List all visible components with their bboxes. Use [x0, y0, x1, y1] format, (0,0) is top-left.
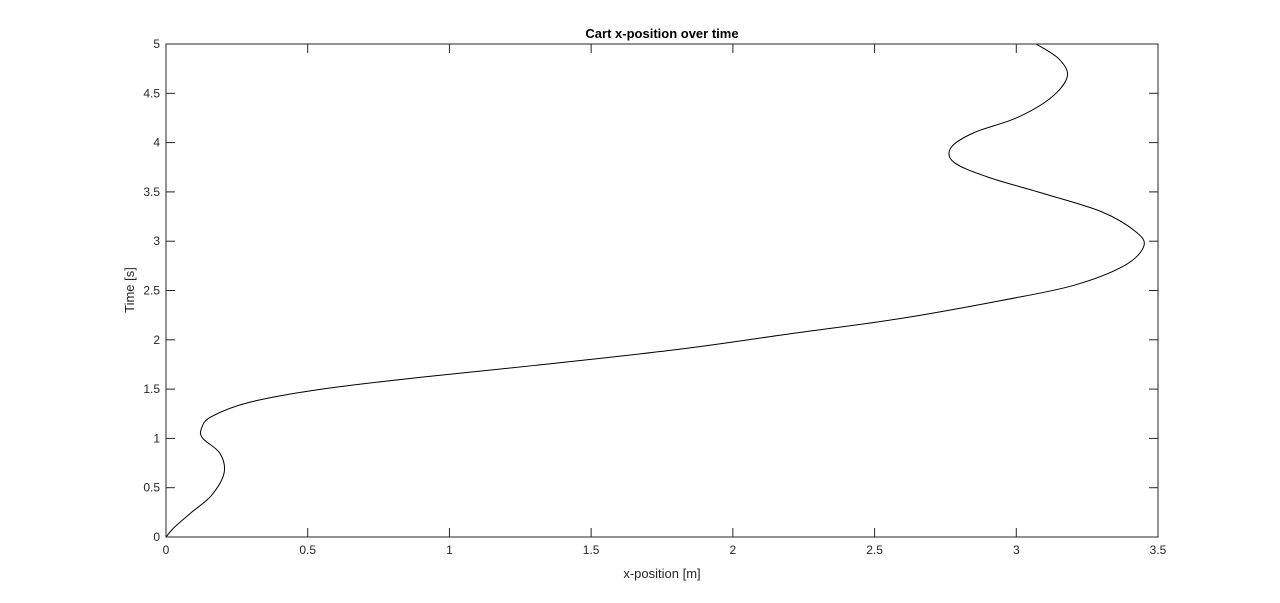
x-tick-label: 0 [163, 543, 170, 557]
x-tick-label: 3 [1013, 543, 1020, 557]
chart-title: Cart x-position over time [585, 26, 738, 41]
y-tick-label: 4.5 [143, 86, 160, 100]
x-tick-label: 2.5 [866, 543, 883, 557]
x-axis-label: x-position [m] [623, 566, 700, 581]
y-axis-label: Time [s] [122, 267, 137, 313]
data-line [165, 43, 1145, 538]
y-tick-label: 4 [153, 136, 160, 150]
y-tick-label: 3 [153, 234, 160, 248]
x-tick-label: 2 [730, 543, 737, 557]
y-tick-label: 0.5 [143, 481, 160, 495]
y-tick-label: 2 [153, 333, 160, 347]
y-tick-label: 0 [153, 530, 160, 544]
x-tick-label: 3.5 [1150, 543, 1167, 557]
x-tick-label: 1.5 [583, 543, 600, 557]
x-tick-label: 1 [446, 543, 453, 557]
y-tick-label: 1 [153, 431, 160, 445]
y-tick-label: 5 [153, 37, 160, 51]
x-axis: 0 0.5 1 1.5 2 2.5 3 3.5 [163, 44, 1167, 557]
y-axis: 0 0.5 1 1.5 2 2.5 3 3.5 4 4.5 5 [143, 37, 1158, 544]
y-tick-label: 2.5 [143, 284, 160, 298]
y-tick-label: 1.5 [143, 382, 160, 396]
x-tick-label: 0.5 [299, 543, 316, 557]
plot-background [166, 44, 1158, 537]
y-tick-label: 3.5 [143, 185, 160, 199]
